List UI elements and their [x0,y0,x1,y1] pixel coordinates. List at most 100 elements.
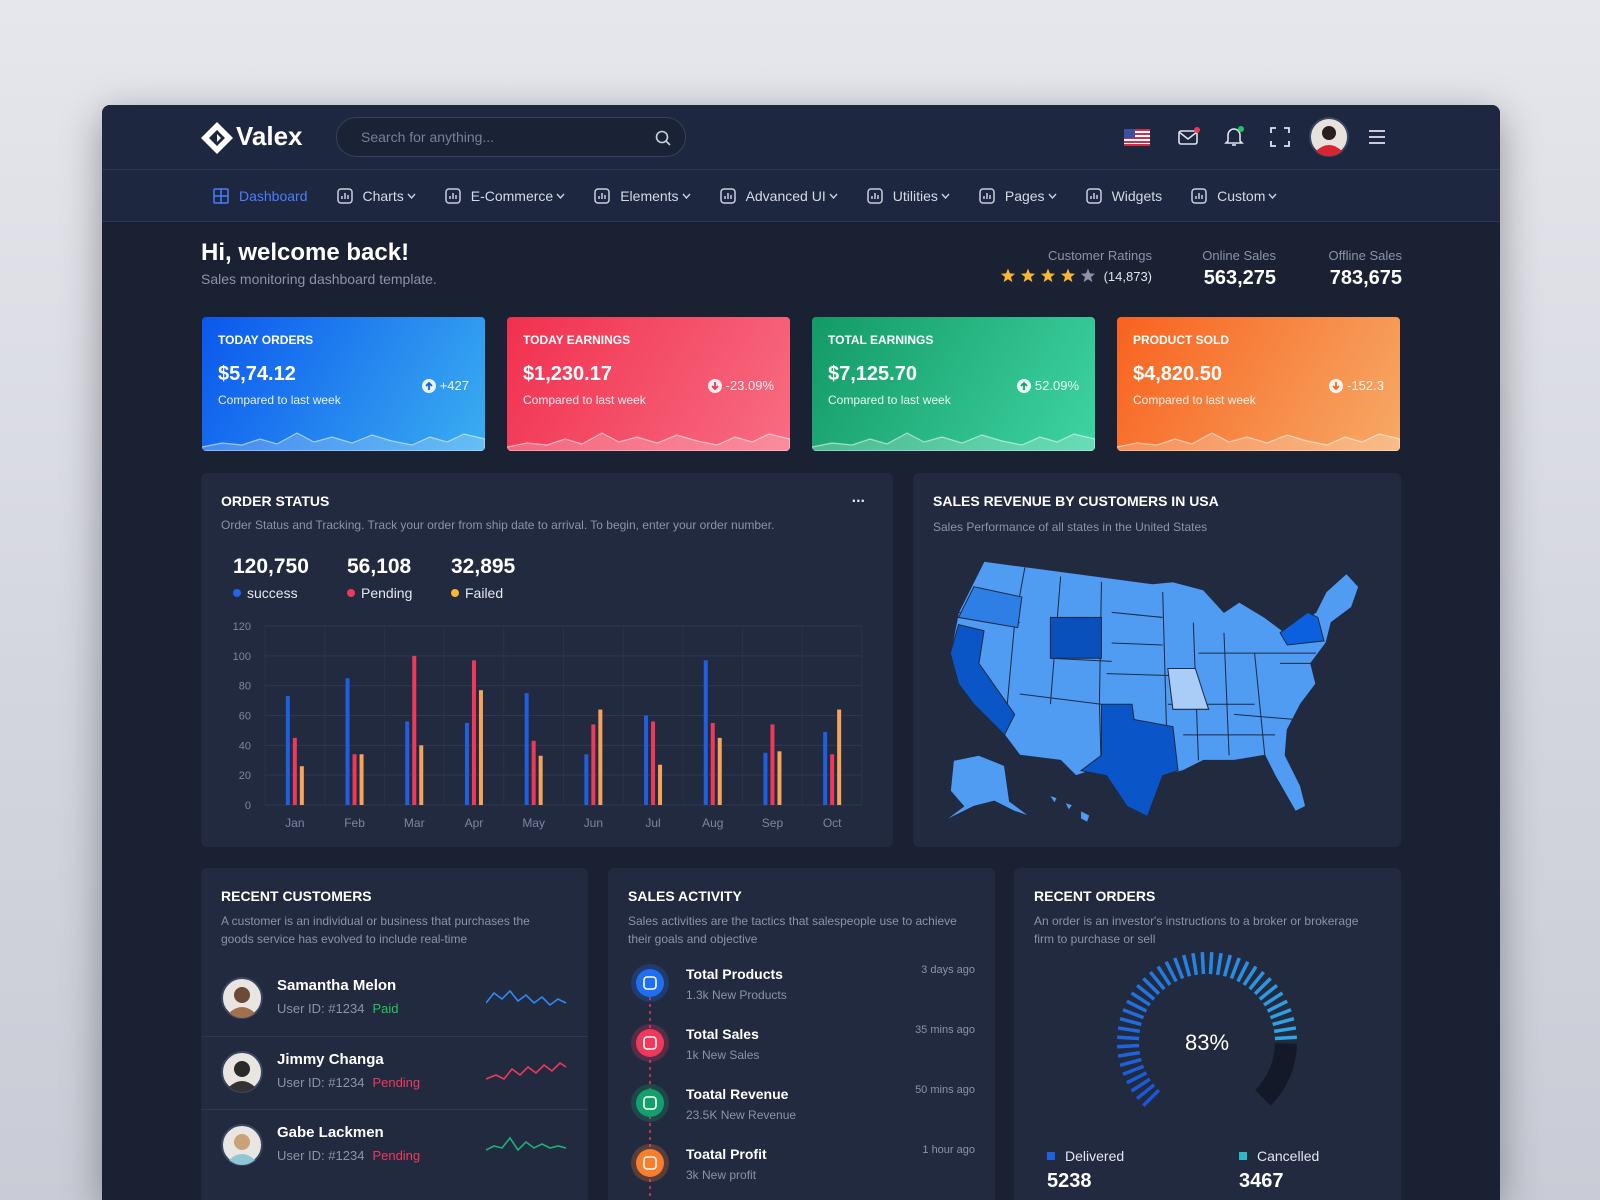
trend-icon [1329,378,1344,393]
stat-card: TOTAL EARNINGS $7,125.70 Compared to last … [812,317,1095,451]
nav-caret [1048,193,1057,199]
bar [584,754,589,805]
panel-description: Sales activities are the tactics that sa… [628,914,957,946]
x-tick-label: Feb [344,816,365,830]
gauge-tick [1117,1043,1140,1049]
total-legend: Failed [451,585,515,601]
offline-sales: Offline Sales 783,675 [1329,248,1402,290]
customer-meta: User ID: #1234 Paid [277,1001,398,1016]
fullscreen-icon[interactable] [1269,126,1291,148]
gauge-tick [1222,954,1232,977]
gauge-remaining [1254,1042,1297,1106]
user-avatar[interactable] [1309,117,1349,157]
gauge-tick [1182,954,1192,977]
orders-gauge: 83% [1117,952,1297,1107]
avatar-body [229,1081,255,1092]
avatar-head [234,1134,250,1150]
mail-icon[interactable] [1177,125,1201,149]
gauge-tick [1142,1088,1161,1107]
icon-circle [636,1089,664,1117]
bar [777,751,782,805]
y-tick-label: 120 [233,621,251,633]
nav-icon-shape [1085,187,1102,204]
nav-item[interactable]: Charts [336,187,416,205]
nav-icon [213,187,229,204]
nav-caret [829,193,838,199]
nav-item[interactable]: Advanced UI [719,187,838,205]
nav-label: Advanced UI [745,187,826,204]
nav-item[interactable]: Utilities [866,187,950,205]
gauge-tick [1130,991,1151,1007]
legend-dot [233,589,241,597]
x-tick-label: Oct [823,816,842,830]
bar [538,755,543,805]
nav-item[interactable]: Dashboard [212,187,308,205]
state-california [949,623,1016,736]
y-tick-label: 40 [239,740,251,752]
x-tick-label: Aug [702,816,723,830]
nav-icon-detail [983,192,991,199]
nav-label: Custom [1217,187,1266,204]
change-text: -152.3 [1347,378,1384,393]
stat-card: TODAY EARNINGS $1,230.17 Compared to last … [507,317,790,451]
search-icon[interactable] [655,130,671,146]
menu-icon[interactable] [1367,127,1387,147]
nav-icon [1085,187,1102,204]
sparkline-area [812,432,1095,451]
nav-item[interactable]: Elements [593,187,691,205]
search-box[interactable]: Search for anything... [336,117,686,157]
order-total: 120,750 success [233,555,309,601]
nav-icon [1191,187,1207,204]
ratings: Customer Ratings (14,873) [998,248,1152,285]
nav-icon [336,187,353,204]
legend-row: Delivered [1047,1148,1124,1164]
activity-time: 50 mins ago [915,1084,975,1096]
ratings-row: (14,873) [998,267,1152,285]
card-title: TOTAL EARNINGS [828,333,934,347]
gauge-tick [1248,970,1265,991]
nav-icon-detail [1195,192,1203,199]
activity-icon [631,1024,669,1062]
activity-icon [631,964,669,1002]
welcome-title: Hi, welcome back! [201,239,410,266]
customer-sparkline [486,1136,567,1152]
nav-item[interactable]: E-Commerce [444,187,565,205]
customer-status: Paid [372,1001,399,1016]
nav-item[interactable]: Widgets [1085,187,1162,205]
nav-item[interactable]: Custom [1190,187,1277,205]
card-caption: Compared to last week [1133,393,1256,407]
panel-title: SALES ACTIVITY [628,888,742,904]
x-tick-label: May [522,816,545,830]
hawaii [1050,796,1090,822]
logo-text[interactable]: Valex [236,121,303,151]
logo-icon [201,122,233,154]
activity-title: Total Products [686,966,783,982]
trend-icon [1016,378,1031,393]
welcome-subtitle-text: Sales monitoring dashboard template. [201,271,437,287]
stat-card: TODAY ORDERS $5,74.12 Compared to last wee… [202,317,485,451]
activity-subtitle: 1k New Sales [686,1048,760,1062]
nav-caret [941,193,950,199]
x-tick-label: Jul [645,816,660,830]
icon-glyph [643,1096,657,1110]
nav-icon-detail [870,192,879,199]
bar [345,678,350,805]
panel-menu[interactable]: ... [851,489,865,506]
gauge-tick [1156,965,1172,986]
flag-icon[interactable] [1124,129,1150,146]
nav-icon-shape [719,187,736,204]
bar [471,660,476,805]
activity-subtitle: 3k New profit [686,1168,757,1182]
nav-item[interactable]: Pages [978,187,1057,205]
nav-icon [719,187,736,204]
x-tick-label: Apr [465,816,484,830]
total-value: 120,750 [233,555,309,578]
customer-name: Gabe Lackmen [277,1124,384,1141]
bar [763,752,768,805]
nav-caret [556,193,565,199]
nav-icon-detail [448,192,457,199]
total-legend: Pending [347,585,412,601]
bell-icon[interactable] [1223,124,1247,148]
order-status-panel: ORDER STATUS ... Order Status and Tracki… [201,473,893,847]
legend-label: Failed [465,585,504,601]
